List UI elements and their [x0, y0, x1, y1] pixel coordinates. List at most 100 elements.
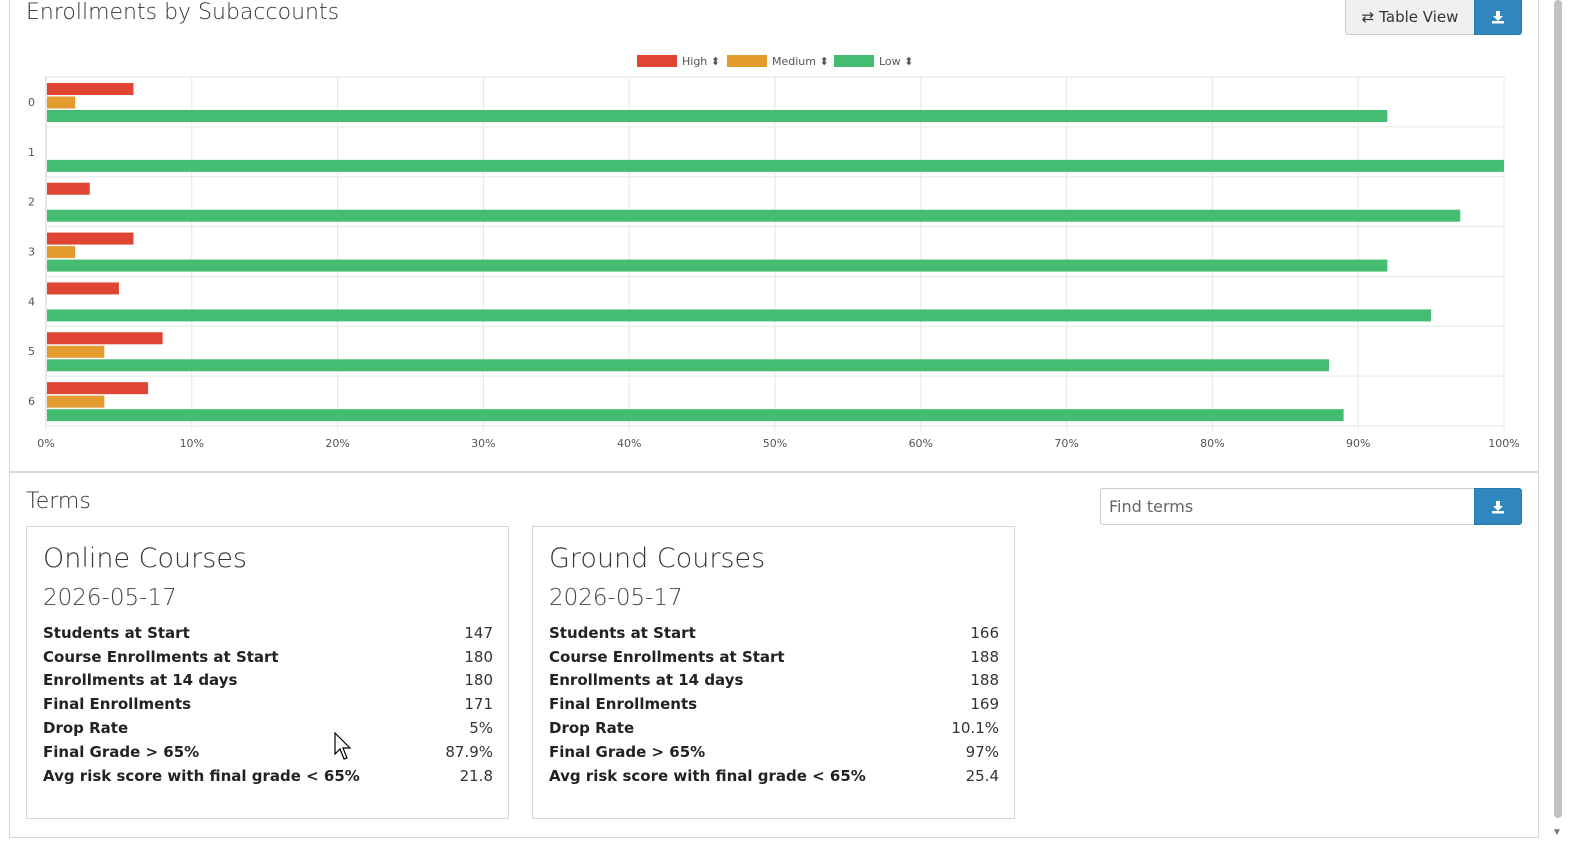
bar-medium [47, 395, 105, 408]
stat-row: Final Grade > 65% 97% [549, 740, 999, 764]
stat-label: Enrollments at 14 days [43, 671, 238, 690]
stat-value: 188 [970, 647, 999, 666]
stat-value: 97% [965, 742, 999, 761]
stat-row: Final Grade > 65% 87.9% [43, 740, 493, 764]
bar-high [47, 332, 163, 345]
legend-swatch [834, 55, 874, 67]
mouse-cursor-icon [334, 732, 352, 760]
y-tick-label: 4 [28, 295, 35, 308]
stat-label: Final Grade > 65% [549, 742, 706, 761]
stat-row: Drop Rate 10.1% [549, 716, 999, 740]
course-card-online: Online Courses 2026-05-17 Students at St… [26, 526, 509, 819]
bar-low [47, 309, 1432, 322]
stat-label: Students at Start [549, 623, 696, 642]
y-tick-label: 3 [28, 246, 35, 259]
terms-download-button[interactable] [1474, 488, 1522, 525]
bar-high [47, 232, 134, 245]
y-tick-label: 1 [28, 146, 35, 159]
download-icon [1492, 10, 1504, 23]
stat-value: 21.8 [459, 766, 493, 785]
stat-value: 180 [464, 647, 493, 666]
bar-high [47, 382, 149, 395]
bar-low [47, 359, 1330, 372]
stat-row: Drop Rate 5% [43, 716, 493, 740]
stat-row: Course Enrollments at Start 180 [43, 645, 493, 669]
bar-low [47, 259, 1388, 272]
stat-row: Course Enrollments at Start 188 [549, 645, 999, 669]
x-tick-label: 100% [1488, 437, 1519, 450]
x-tick-label: 40% [617, 437, 641, 450]
stat-value: 25.4 [965, 766, 999, 785]
stats-list: Students at Start 147 Course Enrollments … [43, 621, 493, 788]
bar-high [47, 182, 90, 195]
x-tick-label: 50% [763, 437, 787, 450]
stat-value: 166 [970, 623, 999, 642]
stat-row: Avg risk score with final grade < 65% 21.… [43, 764, 493, 788]
stat-label: Final Enrollments [549, 695, 698, 714]
x-tick-label: 70% [1054, 437, 1078, 450]
vertical-scrollbar[interactable]: ▼ [1549, 0, 1567, 838]
stat-label: Drop Rate [43, 719, 129, 738]
legend-swatch [727, 55, 767, 67]
x-tick-label: 80% [1200, 437, 1224, 450]
legend-swatch [637, 55, 677, 67]
legend-label: Low ⬍ [879, 55, 913, 68]
y-tick-label: 6 [28, 395, 35, 408]
section-divider [9, 471, 1539, 473]
y-tick-label: 0 [28, 96, 35, 109]
page-panel [9, 0, 1539, 838]
download-icon [1492, 500, 1504, 513]
bar-medium [47, 96, 76, 109]
stat-row: Students at Start 147 [43, 621, 493, 645]
enrollments-chart: 0% 10% 20% 30% 40% 50% 60% 70% 80% 90% 100% 0 1 2 3 4 5 6… [28, 55, 1520, 450]
stat-label: Course Enrollments at Start [43, 647, 279, 666]
stat-value: 87.9% [445, 742, 493, 761]
legend-label: Medium ⬍ [772, 55, 829, 68]
y-tick-label: 2 [28, 196, 35, 209]
x-tick-label: 10% [180, 437, 204, 450]
stat-row: Enrollments at 14 days 188 [549, 669, 999, 693]
find-terms-input[interactable] [1100, 488, 1475, 525]
card-title: Ground Courses [549, 543, 766, 574]
scrollbar-thumb[interactable] [1554, 0, 1562, 818]
stat-row: Students at Start 166 [549, 621, 999, 645]
stat-label: Enrollments at 14 days [549, 671, 744, 690]
stat-label: Course Enrollments at Start [549, 647, 785, 666]
bar-low [47, 159, 1504, 172]
x-tick-label: 0% [37, 437, 54, 450]
stat-value: 188 [970, 671, 999, 690]
stat-row: Enrollments at 14 days 180 [43, 669, 493, 693]
x-tick-label: 30% [471, 437, 495, 450]
y-tick-label: 5 [28, 345, 35, 358]
x-tick-label: 20% [325, 437, 349, 450]
bar-medium [47, 246, 76, 259]
bar-low [47, 209, 1461, 222]
stat-label: Avg risk score with final grade < 65% [43, 766, 360, 785]
stat-label: Students at Start [43, 623, 190, 642]
bar-high [47, 282, 119, 295]
table-view-button[interactable]: ⇄ Table View [1345, 0, 1475, 35]
legend-label: High ⬍ [682, 55, 720, 68]
course-card-ground: Ground Courses 2026-05-17 Students at St… [532, 526, 1015, 819]
stat-value: 169 [970, 695, 999, 714]
bar-low [47, 409, 1344, 422]
x-tick-label: 60% [909, 437, 933, 450]
stat-label: Final Enrollments [43, 695, 192, 714]
chart-title: Enrollments by Subaccounts [26, 0, 340, 25]
bar-high [47, 83, 134, 95]
card-date: 2026-05-17 [549, 585, 683, 611]
stat-value: 10.1% [951, 719, 999, 738]
terms-title: Terms [26, 489, 91, 514]
card-date: 2026-05-17 [43, 585, 177, 611]
stat-row: Final Enrollments 171 [43, 692, 493, 716]
stat-value: 5% [469, 719, 493, 738]
card-title: Online Courses [43, 543, 248, 574]
stat-label: Avg risk score with final grade < 65% [549, 766, 866, 785]
scroll-down-arrow-icon[interactable]: ▼ [1552, 827, 1562, 838]
chart-download-button[interactable] [1474, 0, 1522, 35]
arrows-swap-icon: ⇄ [1361, 7, 1375, 26]
x-tick-label: 90% [1346, 437, 1370, 450]
stat-value: 147 [464, 623, 493, 642]
bar-low [47, 110, 1388, 122]
bar-medium [47, 345, 105, 358]
